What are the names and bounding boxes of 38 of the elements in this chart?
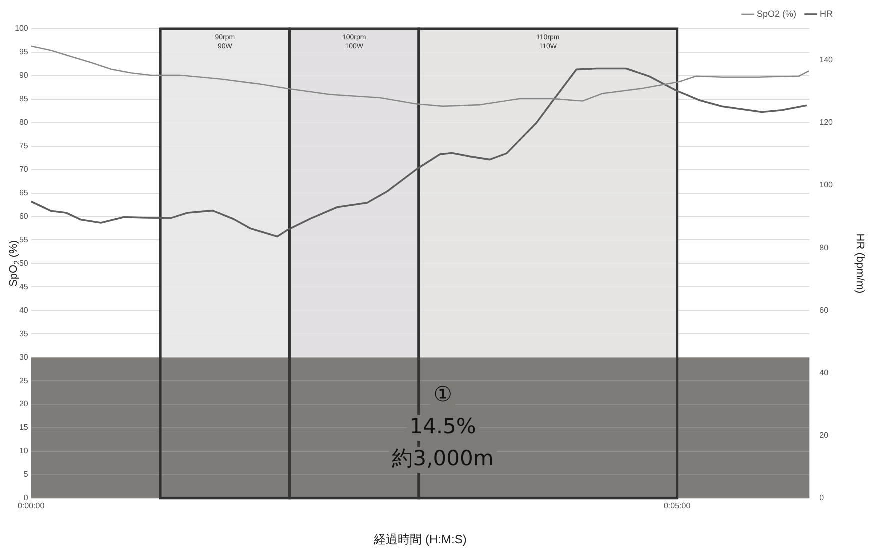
y-tick-label: 35	[19, 329, 29, 338]
y-tick-label: 45	[19, 282, 29, 292]
x-axis-title: 経過時間 (H:M:S)	[373, 532, 467, 546]
y2-tick-label: 120	[820, 118, 834, 128]
y-tick-label: 10	[19, 446, 29, 456]
x-tick-label: 0:05:00	[664, 501, 692, 510]
y-tick-label: 65	[19, 188, 29, 198]
y-tick-label: 55	[19, 235, 29, 244]
y2-axis-title: HR (bpm/m)	[854, 234, 866, 294]
y2-tick-label: 0	[820, 494, 825, 503]
y2-tick-label: 20	[820, 431, 830, 440]
y2-tick-label: 80	[820, 243, 830, 252]
y-tick-label: 0	[24, 494, 29, 503]
y-tick-label: 40	[19, 306, 29, 315]
y-tick-label: 85	[19, 94, 29, 104]
y2-tick-label: 60	[820, 306, 830, 315]
y-tick-label: 15	[19, 423, 29, 432]
legend-label: SpO2 (%)	[756, 8, 797, 19]
y-tick-label: 90	[19, 71, 29, 80]
annotation: 約3,000m	[392, 446, 494, 470]
y-tick-label: 95	[19, 48, 29, 57]
y-tick-label: 100	[14, 24, 29, 34]
legend-label: HR	[820, 8, 834, 19]
y2-tick-label: 40	[820, 368, 830, 378]
y-tick-label: 80	[19, 118, 29, 128]
y-tick-label: 5	[24, 470, 29, 480]
y-tick-label: 75	[19, 142, 29, 151]
annotation: ①	[434, 382, 452, 406]
y-tick-label: 50	[19, 258, 29, 268]
y-tick-label: 60	[19, 212, 29, 221]
y-tick-label: 70	[19, 165, 29, 174]
y2-tick-label: 100	[820, 180, 834, 190]
y-tick-label: 20	[19, 400, 29, 409]
y2-tick-label: 140	[820, 55, 834, 64]
annotation: 14.5%	[410, 414, 476, 438]
y-tick-label: 25	[19, 376, 29, 386]
x-tick-label: 0:00:00	[18, 501, 46, 510]
y-tick-label: 30	[19, 352, 29, 362]
